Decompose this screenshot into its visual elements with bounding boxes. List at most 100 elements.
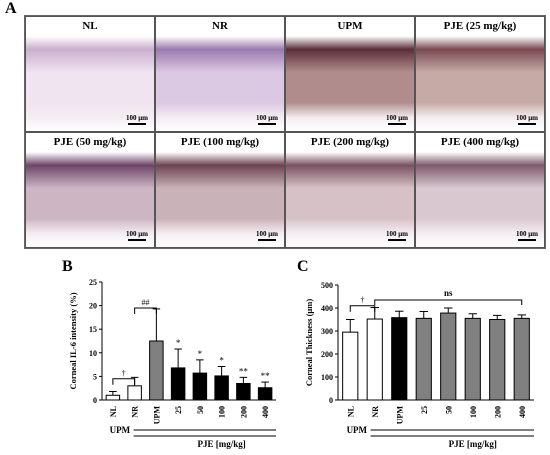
panel-a-letter: A <box>5 0 17 17</box>
comparison-label: † <box>122 369 126 378</box>
x-tick-label: 400 <box>518 406 527 418</box>
x-tick-label: NR <box>131 406 140 418</box>
y-tick-label: 25 <box>89 278 97 287</box>
scale-bar-label: 100 μm <box>125 230 148 238</box>
scale-bar-label: 100 μm <box>255 230 278 238</box>
y-tick-label: 10 <box>89 349 97 358</box>
scale-bar-line <box>517 123 536 125</box>
micrograph-image <box>156 152 284 247</box>
micrograph-tile-title: UPM <box>286 17 414 37</box>
bar <box>257 387 273 401</box>
significance-mark: ** <box>261 371 271 381</box>
micrograph-tile: UPM 100 μm <box>285 16 415 132</box>
panel-c-letter: C <box>297 258 309 275</box>
bar <box>464 317 481 401</box>
micrograph-image <box>26 36 154 131</box>
ns-bracket <box>374 299 523 305</box>
micrograph-image <box>156 36 284 131</box>
y-tick-label: 15 <box>89 325 97 334</box>
scale-bar-line <box>127 239 146 241</box>
significance-mark: * <box>219 355 224 365</box>
bar <box>489 319 506 401</box>
ns-label: ns <box>444 288 453 298</box>
scale-bar-line <box>387 123 406 125</box>
y-tick-label: 20 <box>89 302 97 311</box>
bar <box>192 372 208 401</box>
scale-bar-label: 100 μm <box>385 230 408 238</box>
scale-bar-label: 100 μm <box>255 114 278 122</box>
micrograph-tile: NR 100 μm <box>155 16 285 132</box>
significance-mark: * <box>198 349 203 359</box>
x-tick-label: UPM <box>395 406 404 425</box>
y-tick-label: 500 <box>321 281 333 290</box>
significance-mark: ** <box>239 366 249 376</box>
scale-bar: 100 μm <box>516 114 538 125</box>
bar <box>127 385 142 401</box>
comparison-bracket <box>134 307 157 314</box>
y-tick-label: 400 <box>321 304 333 313</box>
x-tick-label: UPM <box>152 406 161 425</box>
bar <box>391 317 408 401</box>
x-tick-label: 100 <box>218 406 227 418</box>
bar <box>440 312 457 401</box>
scale-bar-label: 100 μm <box>125 114 148 122</box>
chart-c-corneal-thickness: 0 100 200 300 400 500 Corneal Thickness (μm) NL… <box>304 281 534 449</box>
comparison-label: † <box>361 296 365 305</box>
micrograph-image <box>286 36 414 131</box>
micrograph-tile: PJE (25 mg/kg) 100 μm <box>415 16 545 132</box>
micrograph-image <box>26 152 154 247</box>
y-tick-label: 5 <box>93 372 97 381</box>
bar <box>415 317 432 401</box>
bar <box>366 318 383 401</box>
y-tick-label: 0 <box>93 396 97 405</box>
significance-mark: * <box>176 338 181 348</box>
y-axis-label: Corneal Thickness (μm) <box>304 299 314 386</box>
bar <box>236 382 251 401</box>
comparison-bracket <box>112 378 136 385</box>
micrograph-tile-title: NL <box>26 17 154 37</box>
x-tick-label: 200 <box>239 406 248 418</box>
x-tick-label: 25 <box>420 406 429 414</box>
y-tick-label: 200 <box>321 350 333 359</box>
bar <box>513 317 530 401</box>
micrograph-tile-title: PJE (100 mg/kg) <box>156 133 284 153</box>
y-tick-label: 300 <box>321 327 333 336</box>
pje-group-label: PJE [mg/kg] <box>449 439 497 449</box>
micrograph-image <box>286 152 414 247</box>
x-tick-label: NL <box>109 406 118 417</box>
micrograph-tile: PJE (100 mg/kg) 100 μm <box>155 132 285 248</box>
scale-bar: 100 μm <box>516 230 538 241</box>
scale-bar-line <box>257 239 276 241</box>
micrograph-tile: PJE (200 mg/kg) 100 μm <box>285 132 415 248</box>
scale-bar: 100 μm <box>126 114 148 125</box>
micrograph-grid: NL 100 μm NR 100 μm UPM 100 μm PJE (25 mg/kg) 1… <box>24 15 546 249</box>
pje-group-label: PJE [mg/kg] <box>198 439 246 449</box>
scale-bar: 100 μm <box>256 230 278 241</box>
bar <box>105 394 121 401</box>
scale-bar-line <box>127 123 146 125</box>
scale-bar: 100 μm <box>126 230 148 241</box>
scale-bar-line <box>387 239 406 241</box>
scale-bar-line <box>257 123 276 125</box>
x-tick-label: 200 <box>493 406 502 418</box>
scale-bar: 100 μm <box>386 114 408 125</box>
scale-bar: 100 μm <box>256 114 278 125</box>
bar <box>342 331 359 401</box>
micrograph-image <box>416 152 544 247</box>
chart-b-il6-intensity: 0 5 10 15 20 25 Corneal IL-6 intensity (%) NL NR… <box>68 278 276 449</box>
micrograph-image <box>416 36 544 131</box>
micrograph-tile: PJE (50 mg/kg) 100 μm <box>25 132 155 248</box>
scale-bar-label: 100 μm <box>515 230 538 238</box>
comparison-label: ## <box>142 298 150 307</box>
x-tick-label: NL <box>346 406 355 417</box>
x-tick-label: NR <box>371 406 380 418</box>
micrograph-tile: PJE (400 mg/kg) 100 μm <box>415 132 545 248</box>
comparison-bracket <box>349 305 376 312</box>
y-tick-label: 0 <box>329 396 333 405</box>
x-tick-label: 50 <box>444 406 453 414</box>
x-tick-label: 50 <box>196 406 205 414</box>
scale-bar-line <box>517 239 536 241</box>
x-tick-label: 25 <box>174 406 183 414</box>
micrograph-tile-title: NR <box>156 17 284 37</box>
y-tick-label: 100 <box>321 373 333 382</box>
